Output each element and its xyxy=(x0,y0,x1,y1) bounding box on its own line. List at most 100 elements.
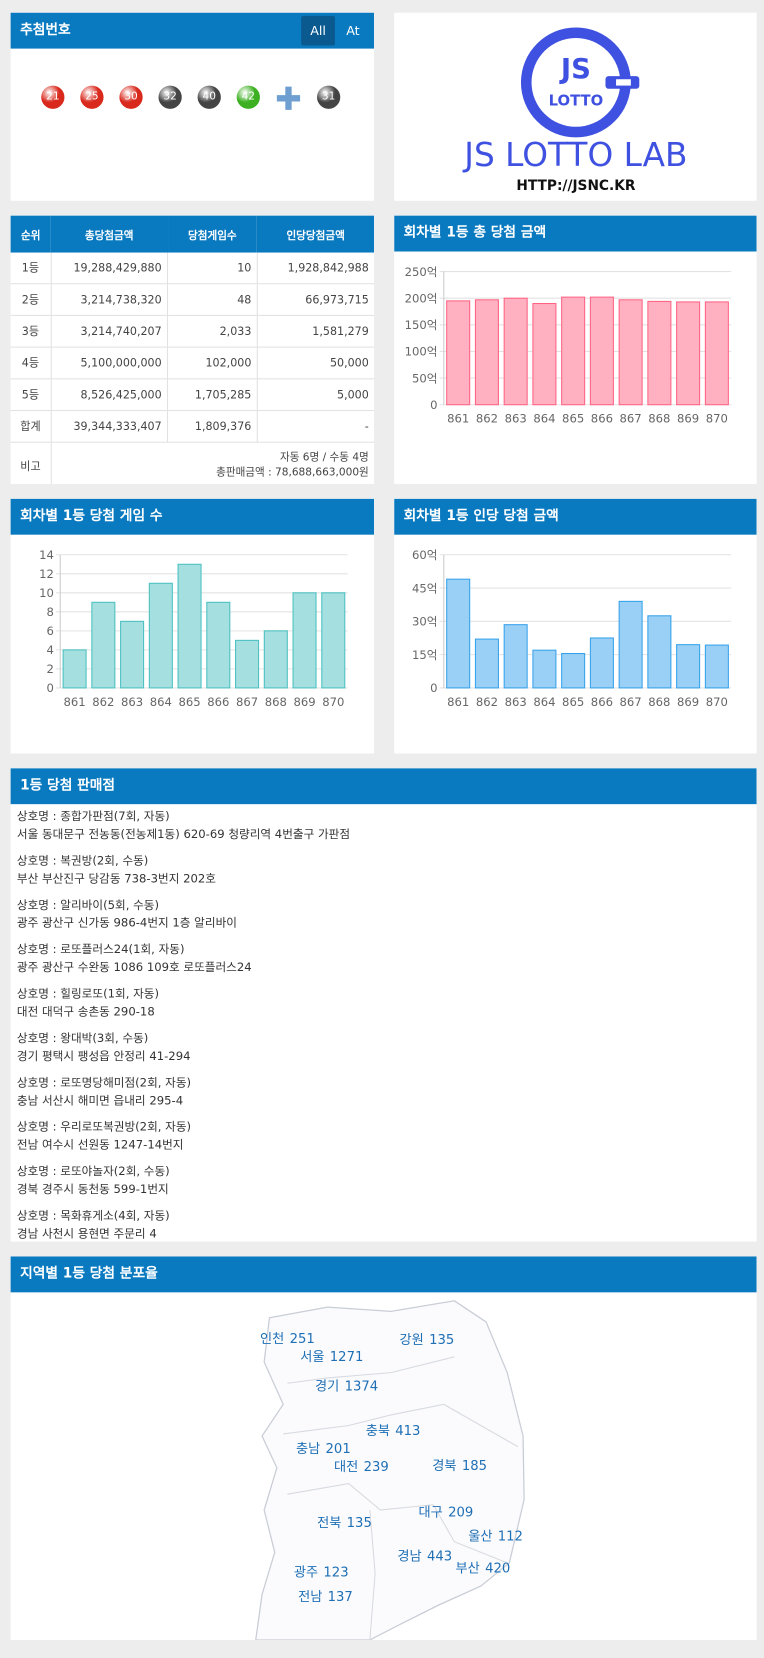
region-count: 201 xyxy=(326,1442,351,1457)
table-cell: 2등 xyxy=(10,283,52,316)
panel-header: 회차별 1등 인당 당첨 금액 xyxy=(394,498,757,535)
y-tick-label: 4 xyxy=(47,643,54,657)
bar xyxy=(704,301,729,406)
x-tick-label: 865 xyxy=(562,412,584,426)
y-tick-label: 100억 xyxy=(405,345,438,359)
region-name: 충남 xyxy=(296,1441,320,1457)
x-tick-label: 870 xyxy=(706,695,728,709)
region-label: 서울 1271 xyxy=(300,1349,363,1365)
x-tick-label: 865 xyxy=(178,695,200,709)
prize-panel: 순위 총당첨금액 당첨게임수 인당당첨금액 1등 19,288,429,880 10 1,92… xyxy=(10,215,375,484)
region-label: 대구 209 xyxy=(419,1504,474,1520)
filter-button[interactable]: All xyxy=(301,15,335,46)
region-label: 전남 137 xyxy=(298,1589,353,1605)
bar xyxy=(235,639,260,689)
column-header: 순위 xyxy=(10,215,51,253)
region-count: 239 xyxy=(364,1460,389,1475)
store-name: 상호명 : 종합가판점(7회, 자동) xyxy=(16,809,170,824)
x-tick-label: 868 xyxy=(648,412,670,426)
logo: JS LOTTO JS LOTTO LAB HTTP://JSNC.KR xyxy=(462,27,688,194)
logo-url: HTTP://JSNC.KR xyxy=(516,178,635,194)
table-cell: 1,809,376 xyxy=(167,410,258,443)
ball: 21 xyxy=(41,85,65,109)
table-row: 합계 39,344,333,407 1,809,376- xyxy=(10,410,375,443)
logo-mark: JS xyxy=(559,54,591,85)
region-label: 울산 112 xyxy=(468,1529,523,1545)
x-tick-label: 866 xyxy=(591,412,613,426)
y-tick-label: 15억 xyxy=(412,648,437,662)
region-count: 1271 xyxy=(330,1350,364,1365)
table-cell: 39,344,333,407 xyxy=(50,410,169,443)
bonus-ball: 31 xyxy=(317,85,341,109)
store-name: 상호명 : 알리바이(5회, 수동) xyxy=(16,898,160,912)
store-name: 상호명 : 목화휴게소(4회, 자동) xyxy=(16,1208,170,1223)
y-tick-label: 45억 xyxy=(412,581,437,595)
bar xyxy=(321,592,346,689)
map: 인천 251 서울 1271 강원 135 경기 1374 충북 413 충남 201 대전 239 경북 1… xyxy=(255,1300,525,1640)
region-label: 경기 1374 xyxy=(315,1379,378,1395)
bar xyxy=(676,301,701,406)
store-item: 상호명 : 힐링로또(1회, 자동) 대전 대덕구 송촌동 290-18 xyxy=(11,986,757,1021)
x-tick-label: 864 xyxy=(533,412,555,426)
table-cell: 1,928,842,988 xyxy=(257,252,375,285)
bar xyxy=(91,601,116,689)
y-tick-label: 2 xyxy=(47,662,54,676)
bar xyxy=(647,615,672,689)
y-tick-label: 150억 xyxy=(405,318,438,332)
note-line: 자동 6명 / 수동 4명 xyxy=(280,452,369,464)
store-name: 상호명 : 복권방(2회, 수동) xyxy=(16,853,149,868)
region-count: 1374 xyxy=(345,1380,379,1395)
note-line: 총판매금액 : 78,688,663,000원 xyxy=(216,467,369,479)
store-item: 상호명 : 우리로또복권방(2회, 자동) 전남 여수시 선원동 1247-14번… xyxy=(11,1119,757,1154)
region-name: 경기 xyxy=(315,1379,339,1395)
y-tick-label: 50억 xyxy=(412,371,437,385)
bar xyxy=(618,299,643,406)
store-item: 상호명 : 목화휴게소(4회, 자동) 경남 사천시 용현면 주문리 4 xyxy=(11,1208,757,1242)
map-panel: 지역별 1등 당첨 분포율 인천 251 서울 1271 강원 135 경기 1374 충북 41… xyxy=(10,1256,757,1640)
header-row: 순위 총당첨금액 당첨게임수 인당당첨금액 xyxy=(10,215,375,253)
panel-header: 1등 당첨 판매점 xyxy=(10,768,757,805)
x-tick-label: 864 xyxy=(533,695,555,709)
region-name: 인천 xyxy=(260,1331,284,1347)
table-cell: 102,000 xyxy=(167,347,258,380)
region-name: 서울 xyxy=(300,1349,324,1365)
store-address: 대전 대덕구 송촌동 290-18 xyxy=(16,1004,155,1019)
panel-header: 회차별 1등 당첨 게임 수 xyxy=(10,498,375,535)
y-tick-label: 60억 xyxy=(412,548,437,562)
ball: 42 xyxy=(236,85,260,109)
store-item: 상호명 : 복권방(2회, 수동) 부산 부산진구 당감동 738-3번지 202… xyxy=(11,853,757,888)
panel-header: 회차별 1등 총 당첨 금액 xyxy=(394,215,757,252)
panel-header: 지역별 1등 당첨 분포율 xyxy=(10,1256,757,1293)
x-tick-label: 868 xyxy=(265,695,287,709)
table-cell: 19,288,429,880 xyxy=(50,252,169,285)
region-name: 전남 xyxy=(298,1589,322,1605)
table-cell: 66,973,715 xyxy=(257,283,375,316)
filter-button[interactable]: At xyxy=(336,15,370,46)
store-name: 상호명 : 로또명당해미점(2회, 자동) xyxy=(16,1075,192,1090)
table-row: 2등 3,214,738,320 48 66,973,715 xyxy=(10,283,375,316)
ball: 32 xyxy=(158,85,182,109)
x-tick-label: 861 xyxy=(447,412,469,426)
y-tick-label: 0 xyxy=(47,681,54,695)
region-label: 강원 135 xyxy=(400,1332,455,1348)
bar xyxy=(503,297,528,406)
table-cell: 10 xyxy=(167,252,258,285)
bar xyxy=(618,600,643,689)
region-count: 123 xyxy=(323,1566,348,1581)
region-label: 부산 420 xyxy=(456,1560,511,1576)
store-address: 광주 광산구 수완동 1086 109호 로또플러스24 xyxy=(16,960,252,974)
x-tick-label: 866 xyxy=(591,695,613,709)
store-name: 상호명 : 힐링로또(1회, 자동) xyxy=(16,986,160,1001)
region-count: 420 xyxy=(485,1561,510,1576)
x-tick-label: 868 xyxy=(648,695,670,709)
bar xyxy=(704,644,729,689)
table-cell: 5등 xyxy=(10,378,52,412)
x-tick-label: 870 xyxy=(322,695,344,709)
region-count: 112 xyxy=(498,1530,523,1545)
bar xyxy=(446,578,471,689)
store-item: 상호명 : 왕대박(3회, 수동) 경기 평택시 팽성읍 안정리 41-294 xyxy=(11,1030,757,1065)
region-count: 135 xyxy=(347,1516,372,1531)
region-name: 강원 xyxy=(400,1332,424,1348)
region-label: 충북 413 xyxy=(366,1423,421,1439)
